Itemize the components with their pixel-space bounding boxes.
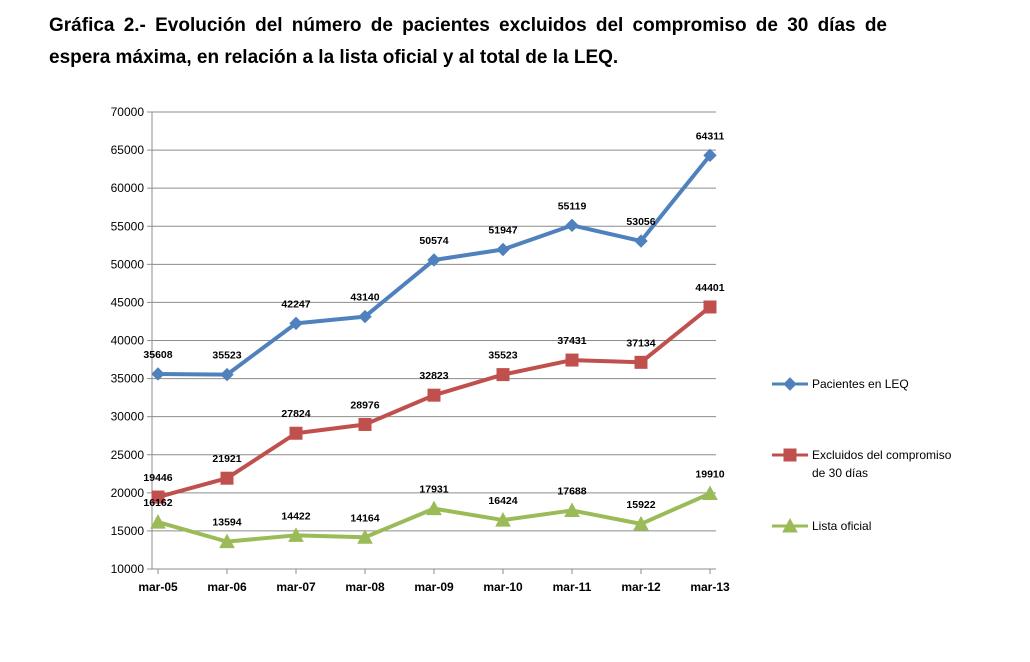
y-tick-label: 25000 bbox=[111, 448, 145, 462]
data-point bbox=[634, 355, 648, 369]
data-point bbox=[357, 529, 373, 544]
data-label: 14164 bbox=[350, 512, 379, 524]
x-tick-label: mar-07 bbox=[276, 580, 316, 594]
data-point bbox=[288, 527, 304, 542]
data-label: 64311 bbox=[696, 130, 725, 142]
series-line-2 bbox=[157, 305, 712, 499]
legend-label: Excluidos del compromiso bbox=[812, 448, 952, 462]
y-tick-label: 55000 bbox=[111, 219, 145, 233]
data-label: 14422 bbox=[281, 510, 310, 522]
data-label: 16162 bbox=[143, 497, 172, 509]
data-label: 51947 bbox=[488, 225, 517, 237]
chart-title: Gráfica 2.- Evolución del número de paci… bbox=[49, 15, 887, 68]
y-tick-label: 65000 bbox=[111, 143, 145, 157]
data-label: 17688 bbox=[557, 485, 586, 497]
y-tick-label: 40000 bbox=[111, 334, 145, 348]
y-tick-label: 70000 bbox=[111, 105, 145, 119]
y-tick-label: 35000 bbox=[111, 372, 145, 386]
data-point bbox=[151, 490, 165, 504]
data-label: 32823 bbox=[419, 370, 448, 382]
data-label: 16424 bbox=[488, 495, 517, 507]
data-label: 19446 bbox=[143, 472, 172, 484]
y-tick-label: 50000 bbox=[111, 257, 145, 271]
data-point bbox=[565, 218, 579, 233]
legend-marker bbox=[782, 517, 798, 533]
data-point bbox=[150, 514, 166, 529]
data-label: 35608 bbox=[143, 349, 172, 361]
data-label: 53056 bbox=[626, 216, 655, 228]
x-tick-label: mar-06 bbox=[207, 580, 247, 594]
data-label: 50574 bbox=[419, 235, 448, 247]
data-label: 19910 bbox=[695, 469, 724, 481]
x-tick-label: mar-11 bbox=[553, 580, 592, 594]
data-label: 15922 bbox=[626, 499, 655, 511]
data-label: 21921 bbox=[212, 453, 241, 465]
data-point bbox=[495, 512, 511, 527]
data-point bbox=[565, 353, 579, 367]
y-tick-label: 45000 bbox=[111, 295, 145, 309]
data-point bbox=[703, 148, 717, 163]
data-label: 37431 bbox=[557, 335, 586, 347]
y-tick-label: 30000 bbox=[111, 410, 145, 424]
data-point bbox=[426, 500, 442, 516]
legend-label-cont: de 30 días bbox=[812, 466, 868, 480]
data-point bbox=[289, 316, 303, 331]
data-point bbox=[289, 426, 303, 440]
y-tick-label: 15000 bbox=[111, 524, 145, 538]
data-label: 43140 bbox=[350, 292, 379, 304]
x-tick-label: mar-05 bbox=[138, 580, 178, 594]
data-point bbox=[496, 368, 510, 382]
data-point bbox=[634, 234, 648, 248]
data-label: 35523 bbox=[212, 350, 241, 362]
y-tick-label: 60000 bbox=[111, 181, 145, 195]
data-point bbox=[220, 367, 234, 382]
data-label: 27824 bbox=[281, 408, 310, 420]
data-point bbox=[358, 309, 372, 324]
data-point bbox=[220, 471, 234, 485]
data-label: 44401 bbox=[695, 282, 724, 294]
data-label: 17931 bbox=[419, 484, 448, 496]
data-point bbox=[496, 242, 510, 257]
y-tick-label: 20000 bbox=[111, 486, 145, 500]
data-label: 28976 bbox=[350, 399, 379, 411]
data-point bbox=[564, 502, 580, 517]
data-point bbox=[633, 515, 649, 531]
data-label: 55119 bbox=[558, 200, 587, 212]
data-point bbox=[219, 533, 235, 549]
data-label: 13594 bbox=[212, 517, 241, 529]
data-point bbox=[358, 417, 372, 431]
legend-marker bbox=[783, 448, 797, 462]
legend-marker bbox=[783, 377, 797, 391]
data-label: 37134 bbox=[626, 337, 655, 349]
x-tick-label: mar-10 bbox=[483, 580, 523, 594]
data-point bbox=[703, 300, 717, 314]
x-tick-label: mar-08 bbox=[345, 580, 385, 594]
data-point bbox=[427, 253, 441, 267]
x-tick-label: mar-12 bbox=[621, 580, 661, 594]
data-point bbox=[427, 388, 441, 402]
x-tick-label: mar-09 bbox=[414, 580, 454, 594]
data-point bbox=[151, 367, 165, 381]
data-label: 35523 bbox=[488, 350, 517, 362]
x-tick-label: mar-13 bbox=[690, 580, 730, 594]
y-tick-label: 10000 bbox=[111, 562, 145, 576]
data-point bbox=[702, 485, 718, 501]
legend-label: Lista oficial bbox=[812, 519, 871, 533]
data-label: 42247 bbox=[281, 298, 310, 310]
legend-label: Pacientes en LEQ bbox=[812, 377, 909, 391]
